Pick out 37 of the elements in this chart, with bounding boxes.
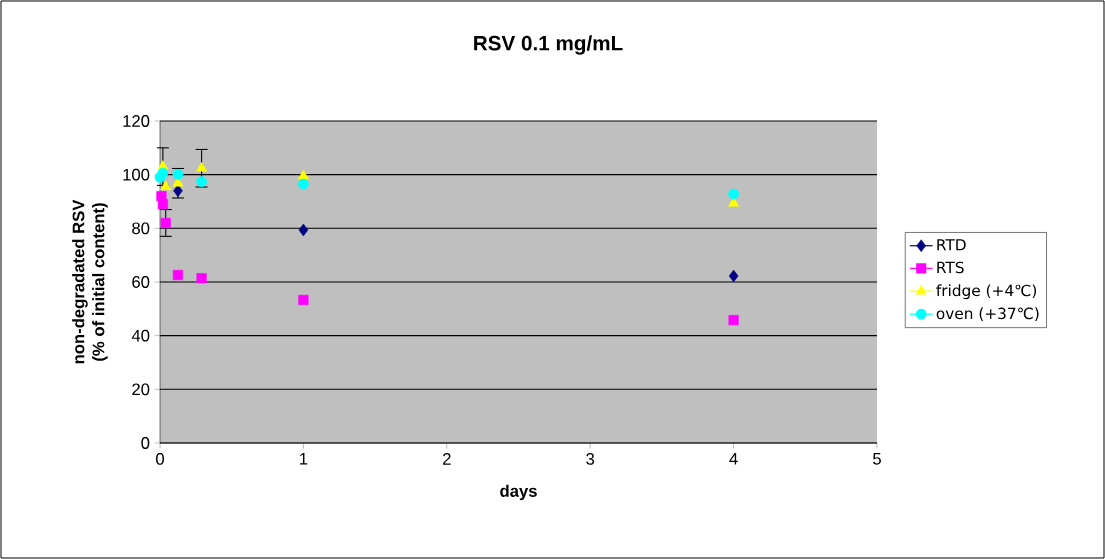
y-tick-label: 0 — [141, 437, 150, 449]
point — [172, 169, 184, 180]
x-tick-label: 5 — [873, 453, 881, 465]
point — [172, 269, 183, 281]
y-axis-title: non-degradated RSV (% of initial content) — [72, 199, 108, 364]
x-tick-label: 0 — [156, 453, 164, 465]
x-tick-label: 4 — [729, 453, 738, 465]
legend-label: fridge (+4℃) — [936, 284, 1037, 300]
point — [298, 178, 309, 190]
legend-label: oven (+37℃) — [936, 307, 1039, 322]
legend-label: RTS — [937, 261, 964, 274]
y-tick-label: 20 — [132, 383, 150, 396]
point — [196, 161, 208, 172]
point — [157, 199, 168, 210]
x-tick-label: 3 — [586, 453, 595, 465]
point — [298, 223, 309, 237]
point — [160, 180, 172, 190]
point — [157, 167, 169, 179]
x-tick-label: 2 — [443, 453, 451, 465]
chart-title: RSV 0.1 mg/mL — [474, 35, 623, 55]
point — [728, 188, 739, 200]
point — [298, 294, 309, 306]
point — [728, 269, 739, 283]
y-tick-label: 120 — [123, 115, 150, 127]
point — [728, 315, 739, 326]
point — [160, 217, 171, 229]
point — [297, 169, 309, 180]
point — [196, 176, 207, 187]
legend-label: RTD — [937, 239, 966, 251]
point — [196, 273, 207, 284]
x-tick-label: 1 — [300, 453, 308, 465]
y-tick-label: 100 — [123, 168, 150, 181]
point — [173, 184, 183, 198]
y-tick-label: 80 — [132, 222, 150, 235]
x-axis-title: days — [500, 484, 537, 501]
y-tick-label: 40 — [131, 329, 150, 342]
y-tick-label: 60 — [132, 276, 150, 288]
